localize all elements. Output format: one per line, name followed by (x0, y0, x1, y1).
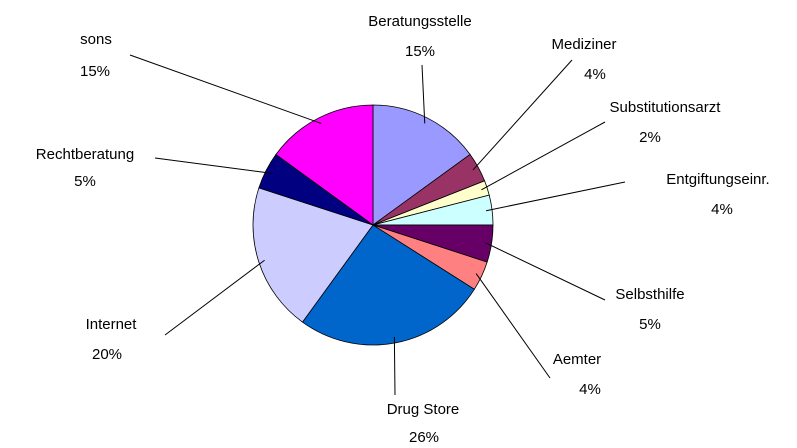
leader-line (481, 121, 606, 191)
slice-value-label: 20% (92, 346, 122, 363)
leader-line (129, 54, 322, 124)
slice-label: Beratungsstelle (368, 13, 471, 30)
slice-label: Drug Store (387, 401, 460, 418)
leader-line (472, 59, 573, 171)
leader-line (421, 64, 426, 124)
leader-line (154, 157, 272, 174)
slice-label: sons (80, 31, 112, 48)
slice-value-label: 4% (579, 381, 601, 398)
slice-label: Aemter (553, 351, 601, 368)
leader-line (475, 273, 551, 379)
pie-slice (372, 104, 471, 226)
leader-line (393, 336, 396, 396)
pie-slice (275, 104, 374, 226)
slice-label: Mediziner (551, 36, 616, 53)
slice-value-label: 2% (639, 129, 661, 146)
slice-label: Entgiftungseinr. (666, 171, 769, 188)
slice-value-label: 26% (409, 429, 439, 446)
slice-value-label: 5% (639, 316, 661, 333)
slice-label: Internet (86, 316, 138, 333)
slice-value-label: 5% (74, 173, 96, 190)
slice-label: Selbsthilfe (615, 286, 684, 303)
slice-label: Substitutionsarzt (610, 99, 722, 116)
slice-value-label: 15% (405, 43, 435, 60)
pie-slice (252, 187, 374, 323)
leader-line (164, 259, 265, 336)
slice-value-label: 4% (711, 201, 733, 218)
slice-value-label: 4% (584, 66, 606, 83)
pie-slice (301, 224, 475, 346)
slice-value-label: 15% (80, 63, 110, 80)
leader-line (485, 242, 606, 301)
leader-line (485, 181, 626, 212)
slice-label: Rechtberatung (36, 146, 134, 163)
